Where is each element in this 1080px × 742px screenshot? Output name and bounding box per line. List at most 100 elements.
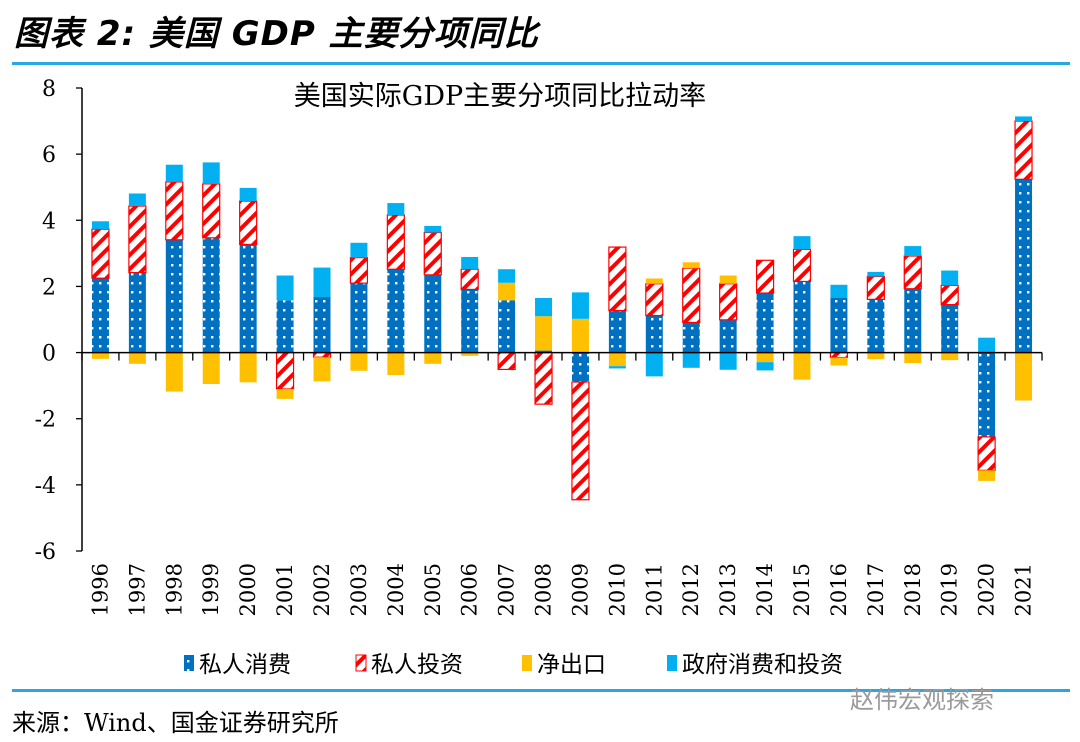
bar-1997-series-3 — [128, 193, 146, 207]
legend-item-1: 私人投资 — [355, 652, 463, 678]
bar-2003-series-1 — [349, 257, 369, 284]
bar-2003-series-2 — [350, 352, 368, 371]
bar-2021-series-2 — [1015, 352, 1033, 401]
x-tick-label: 2009 — [568, 563, 592, 616]
y-tick-label: 8 — [42, 77, 56, 102]
bar-2019-series-1 — [940, 284, 959, 306]
bar-2019-series-0 — [941, 304, 959, 353]
y-tick-label: -4 — [35, 474, 56, 499]
bar-2006-series-3 — [461, 256, 479, 270]
bar-2002-series-3 — [313, 267, 331, 298]
bar-2007-series-1 — [497, 351, 516, 371]
bar-2000-series-2 — [239, 352, 257, 383]
bar-2008-series-2 — [535, 316, 553, 351]
bar-2004-series-0 — [387, 269, 405, 353]
x-tick-label: 2021 — [1012, 563, 1036, 616]
x-tick-label: 2010 — [605, 563, 629, 616]
bar-2013-series-2 — [719, 275, 737, 284]
bar-1997-series-1 — [128, 205, 147, 274]
bar-2005-series-3 — [424, 225, 442, 233]
bars-layer — [91, 116, 1033, 501]
bar-2011-series-3 — [645, 352, 663, 377]
x-tick-label: 1997 — [125, 563, 149, 616]
bar-2018-series-2 — [904, 352, 922, 364]
legend-label: 净出口 — [537, 652, 606, 678]
bar-2020-series-1 — [977, 436, 996, 471]
bar-2014-series-1 — [755, 259, 775, 294]
bar-2011-series-1 — [645, 283, 664, 317]
legend-item-3: 政府消费和投资 — [667, 652, 843, 678]
legend-item-0: 私人消费 — [184, 652, 291, 678]
bar-2012-series-0 — [682, 322, 700, 353]
bar-2012-series-3 — [682, 352, 700, 368]
bar-2004-series-1 — [386, 214, 405, 270]
bar-2005-series-1 — [423, 231, 442, 276]
bar-2017-series-1 — [866, 275, 885, 300]
x-tick-label: 2011 — [642, 563, 666, 616]
bar-2019-series-2 — [941, 352, 959, 361]
x-tick-label: 2005 — [421, 563, 445, 616]
x-tick-label: 1996 — [88, 563, 112, 616]
bar-1996-series-3 — [91, 221, 109, 230]
y-tick-label: 2 — [42, 275, 56, 300]
bar-2017-series-2 — [867, 352, 885, 360]
bar-2000-series-0 — [239, 244, 257, 353]
bar-1999-series-3 — [202, 162, 220, 184]
legend-swatch — [184, 655, 194, 671]
bar-2010-series-2 — [608, 352, 626, 367]
x-tick-label: 2020 — [975, 563, 999, 616]
bar-2002-series-0 — [313, 297, 331, 353]
bar-2017-series-0 — [867, 299, 885, 353]
bar-2005-series-0 — [424, 274, 442, 353]
bar-1996-series-2 — [91, 352, 109, 359]
chart-title: 美国实际GDP主要分项同比拉动率 — [294, 81, 706, 112]
bar-2003-series-0 — [350, 283, 368, 353]
bar-2008-series-0 — [535, 350, 553, 353]
bar-2013-series-1 — [719, 283, 738, 321]
y-tick-label: 6 — [42, 143, 56, 168]
bar-2001-series-3 — [276, 275, 294, 301]
bar-2013-series-3 — [719, 352, 737, 370]
bar-2008-series-3 — [535, 298, 553, 317]
bar-2007-series-3 — [498, 269, 516, 283]
bar-2018-series-3 — [904, 246, 922, 257]
bottom-divider — [12, 689, 1070, 692]
legend-item-2: 净出口 — [522, 652, 606, 678]
bar-2015-series-1 — [792, 248, 812, 283]
legend-label: 私人消费 — [199, 652, 291, 678]
bar-2016-series-2 — [830, 357, 848, 366]
bar-2005-series-2 — [424, 352, 442, 364]
bar-1998-series-0 — [165, 239, 183, 353]
bar-2001-series-0 — [276, 300, 294, 353]
y-tick-label: -2 — [35, 408, 56, 433]
bar-2000-series-3 — [239, 187, 257, 202]
bar-2018-series-1 — [903, 255, 922, 290]
bar-2020-series-0 — [978, 352, 996, 437]
bar-2010-series-0 — [608, 310, 626, 353]
legend-label: 私人投资 — [371, 652, 463, 678]
bar-1997-series-0 — [128, 272, 146, 353]
bar-2015-series-2 — [793, 352, 811, 380]
bar-1999-series-0 — [202, 237, 220, 353]
x-tick-label: 2004 — [384, 563, 408, 616]
bar-1999-series-2 — [202, 352, 220, 384]
bar-2009-series-1 — [571, 381, 590, 501]
bar-2009-series-2 — [571, 318, 589, 353]
bar-2009-series-3 — [571, 292, 589, 319]
bar-2010-series-3 — [608, 366, 626, 369]
bar-2006-series-2 — [461, 352, 479, 356]
legend: 私人消费 私人投资 净出口 政府消费和投资 — [184, 652, 843, 678]
legend-label: 政府消费和投资 — [682, 652, 843, 678]
y-tick-label: 4 — [42, 209, 56, 234]
x-tick-label: 2012 — [679, 563, 703, 616]
x-tick-label: 2001 — [273, 563, 297, 616]
bar-1996-series-0 — [91, 278, 109, 353]
bar-2014-series-2 — [756, 352, 774, 363]
bar-2011-series-0 — [645, 315, 663, 353]
y-tick-label: -6 — [35, 540, 56, 565]
bar-2011-series-2 — [645, 278, 663, 284]
bar-2015-series-0 — [793, 281, 811, 353]
x-tick-label: 2014 — [753, 563, 777, 616]
bar-1998-series-1 — [165, 181, 184, 241]
bar-2016-series-0 — [830, 298, 848, 353]
